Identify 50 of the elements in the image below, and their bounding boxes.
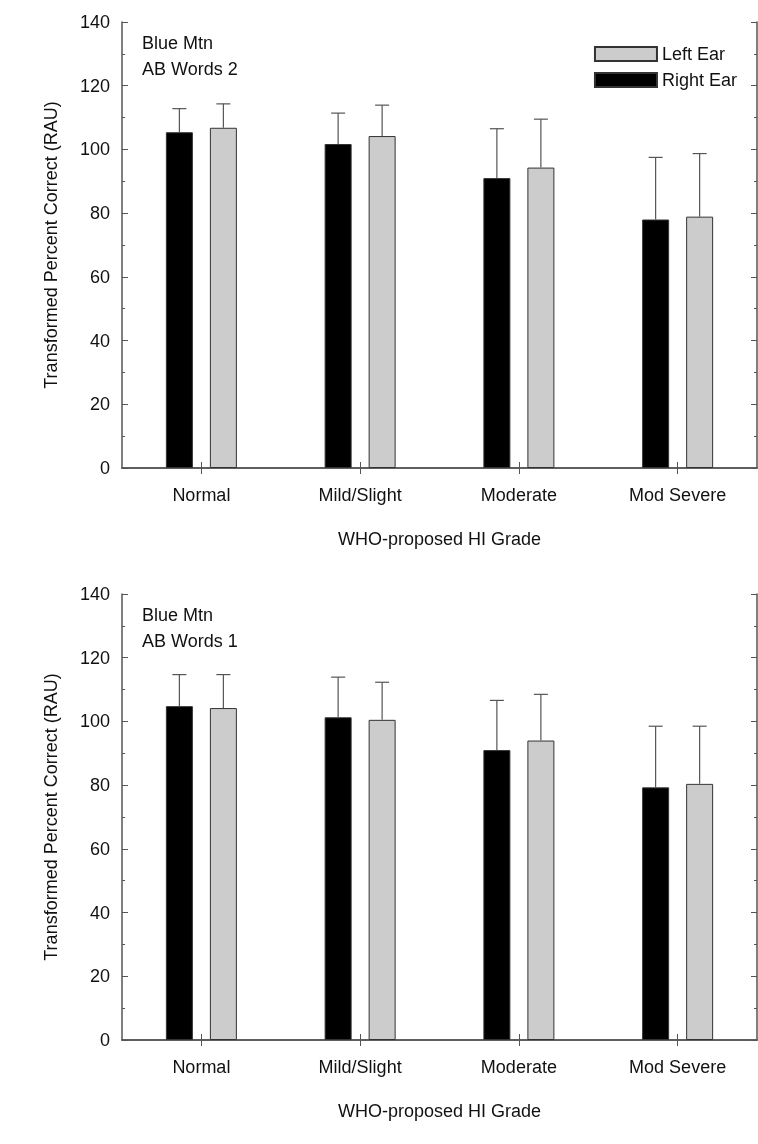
y-tick-label: 100: [79, 139, 110, 160]
legend-label: Right Ear: [661, 70, 738, 90]
bar: [483, 750, 511, 1040]
bar: [527, 740, 555, 1040]
bar: [642, 219, 670, 468]
y-tick-label: 120: [79, 647, 110, 668]
y-tick-label: 80: [89, 203, 110, 224]
x-tick-label: Mild/Slight: [318, 485, 402, 505]
x-tick-label: Normal: [172, 1057, 231, 1077]
bar: [165, 132, 193, 468]
bar: [324, 717, 352, 1040]
y-tick-label: 20: [89, 394, 110, 415]
annotation: AB Words 1: [142, 631, 238, 651]
annotation: AB Words 2: [142, 59, 238, 79]
y-tick-label: 60: [89, 838, 110, 859]
bar: [642, 787, 670, 1040]
y-tick-label: 40: [89, 330, 110, 351]
y-tick-label: 60: [89, 266, 110, 287]
y-tick-label: 0: [99, 1030, 110, 1050]
y-tick-label: 120: [79, 75, 110, 96]
x-axis-title: WHO-proposed HI Grade: [337, 529, 542, 549]
bar: [209, 708, 237, 1040]
x-tick-label: Moderate: [480, 485, 557, 505]
x-tick-label: Mild/Slight: [318, 1057, 402, 1077]
annotation: Blue Mtn: [142, 33, 214, 53]
y-axis-title: Transformed Percent Correct (RAU): [41, 673, 61, 961]
x-tick-label: Mod Severe: [629, 1057, 727, 1077]
bar: [368, 136, 396, 468]
x-tick-label: Moderate: [480, 1057, 557, 1077]
y-tick-label: 40: [89, 902, 110, 923]
y-tick-label: 100: [79, 711, 110, 732]
legend-label: Left Ear: [661, 44, 726, 64]
x-tick-label: Mod Severe: [629, 485, 727, 505]
y-axis-title: Transformed Percent Correct (RAU): [41, 101, 61, 389]
y-tick-label: 80: [89, 775, 110, 796]
x-axis-title: WHO-proposed HI Grade: [337, 1101, 542, 1121]
y-tick-label: 140: [79, 12, 110, 32]
bar: [483, 178, 511, 468]
bar: [527, 167, 555, 468]
x-tick-label: Normal: [172, 485, 231, 505]
annotation: Blue Mtn: [142, 605, 214, 625]
bar: [686, 783, 714, 1040]
y-tick-label: 0: [99, 458, 110, 478]
y-tick-label: 140: [79, 584, 110, 604]
bar: [324, 144, 352, 468]
y-tick-label: 20: [89, 966, 110, 987]
bar: [165, 706, 193, 1040]
bar: [368, 719, 396, 1040]
bar: [686, 216, 714, 468]
bar: [209, 127, 237, 468]
